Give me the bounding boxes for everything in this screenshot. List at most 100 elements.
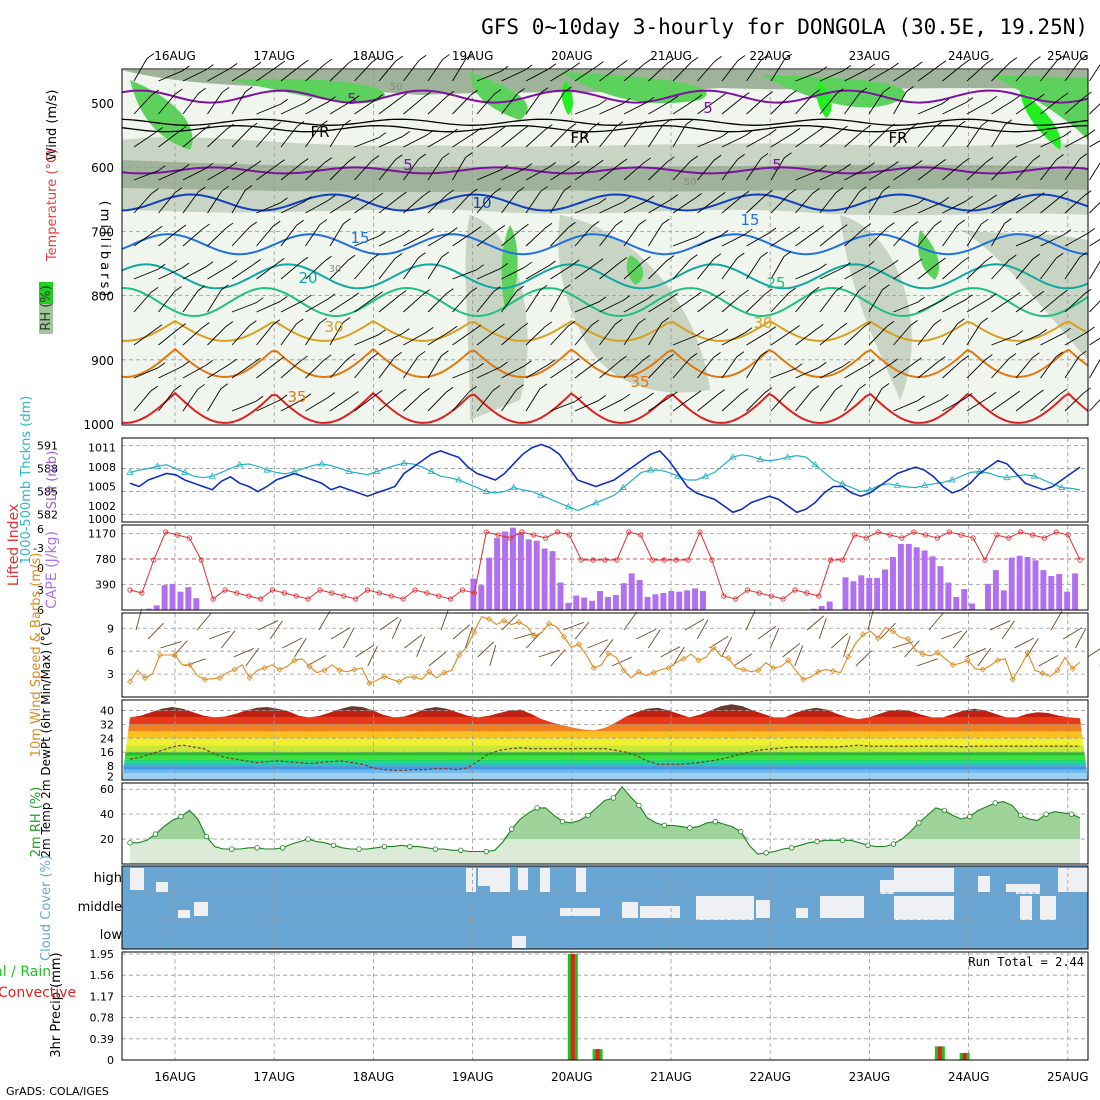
wind-speed-marker: [426, 668, 433, 675]
contour-label: 30: [753, 314, 772, 332]
wind-barb: [991, 395, 1014, 412]
cloud-cell: [696, 896, 754, 920]
wind-speed-marker: [830, 667, 837, 675]
wind-barb: [256, 127, 274, 148]
wind-barb-flag: [858, 383, 866, 390]
wind-barb: [844, 228, 865, 247]
wind-barb-flag: [571, 358, 580, 364]
li-marker: [305, 596, 311, 602]
precip-tick: 1.17: [90, 990, 115, 1003]
wind-barb-flag: [792, 226, 801, 233]
wind-barb: [1040, 257, 1057, 280]
wind-barb: [378, 333, 403, 346]
ylabel-pressure: (millibars): [97, 201, 112, 300]
wind-barb-flag: [941, 394, 949, 400]
surface-barb: [391, 618, 402, 640]
wind-barb-flag: [866, 261, 875, 267]
thickness-marker: [592, 499, 600, 506]
surface-barb: [672, 646, 685, 667]
cloud-cell: [894, 896, 954, 920]
cape-bar: [478, 585, 485, 610]
rh-region: [990, 75, 1088, 140]
wind-barb: [207, 166, 231, 181]
thickness-marker: [537, 491, 545, 498]
wind-barb-flag: [1087, 326, 1095, 333]
wind-barb: [403, 332, 427, 346]
wind-barb: [1040, 294, 1061, 313]
wind-barb-flag: [721, 131, 729, 138]
wind-barb: [648, 297, 671, 313]
contour-label: 5: [772, 156, 782, 174]
rh-region: [918, 230, 940, 280]
wind-barb: [329, 161, 349, 181]
wind-barb-flag: [1008, 353, 1017, 360]
wind-barb-flag: [220, 383, 229, 390]
wind-barb-flag: [197, 384, 205, 390]
cape-tick: 780: [95, 553, 116, 566]
rh-marker: [839, 837, 846, 844]
li-marker: [1006, 535, 1012, 541]
wind-barb: [648, 223, 663, 247]
cape-bar: [161, 585, 168, 610]
wind-barb: [1015, 357, 1033, 379]
thickness-marker: [126, 468, 134, 475]
surface-barb: [416, 636, 426, 658]
wind-barb-flag: [863, 124, 872, 131]
li-marker: [210, 596, 216, 602]
contour-label: 5: [347, 90, 357, 108]
wind-barb-flag: [811, 286, 820, 293]
wind-barb-flag: [476, 264, 485, 271]
precip-tick: 1.95: [90, 948, 115, 961]
wind-barb-flag: [835, 384, 843, 391]
wind-barb: [427, 157, 443, 181]
wind-speed-marker: [261, 664, 268, 672]
wind-barb-flag: [622, 98, 631, 104]
wind-barb: [672, 99, 696, 115]
cloud-cell: [622, 902, 638, 918]
li-marker: [1029, 532, 1036, 538]
cape-bar: [818, 606, 825, 610]
wind-barb-flag: [690, 254, 698, 261]
rh-marker: [432, 846, 439, 852]
wind-barb-flag: [619, 257, 627, 264]
cape-bar: [628, 573, 635, 610]
wind-barb-flag: [646, 195, 655, 202]
cape-bar: [597, 591, 604, 610]
date-axis-bottom: 16AUG 17AUG 18AUG 19AUG 20AUG 21AUG 22AUG 23AUG…: [154, 1070, 1088, 1084]
wind-barb-flag: [667, 57, 675, 64]
wind-barb: [501, 168, 526, 181]
cape-bar: [842, 577, 849, 610]
wind-speed-marker: [500, 617, 508, 624]
wind-barb: [207, 190, 223, 214]
wind-barb: [1040, 135, 1065, 148]
rh-marker: [890, 841, 897, 847]
wind-barb-flag: [764, 288, 773, 295]
wind-barb-flag: [539, 284, 548, 291]
wind-barb-flag: [301, 59, 309, 66]
wind-barb-flag: [1060, 191, 1068, 198]
surface-barb: [1001, 620, 1015, 640]
cloud-cells: [130, 868, 1088, 948]
wind-barb: [991, 335, 1016, 346]
wind-barb-flag: [765, 91, 774, 97]
rh-marker: [458, 847, 464, 853]
temp-band: [122, 724, 1088, 732]
wind-barb-flag: [1004, 218, 1012, 224]
wind-barb: [1064, 233, 1088, 247]
cloud-cell: [560, 908, 600, 916]
wind-barb-flag: [843, 163, 851, 170]
wind-barb: [354, 235, 379, 247]
surface-barb: [404, 634, 423, 649]
cape-tick: 390: [95, 579, 116, 592]
surface-barb: [221, 630, 236, 649]
li-marker: [804, 590, 810, 596]
cloud-cell: [1006, 884, 1018, 892]
wind-barb-flag: [783, 251, 792, 257]
wind-barb-flag: [300, 158, 309, 165]
wind-barb-flag: [646, 294, 655, 300]
wind-barb: [207, 92, 223, 115]
temp-tick: 32: [100, 718, 114, 731]
wind-barb: [525, 129, 546, 148]
wind-barb-flag: [500, 361, 508, 368]
wind-barb-flag: [961, 355, 970, 361]
